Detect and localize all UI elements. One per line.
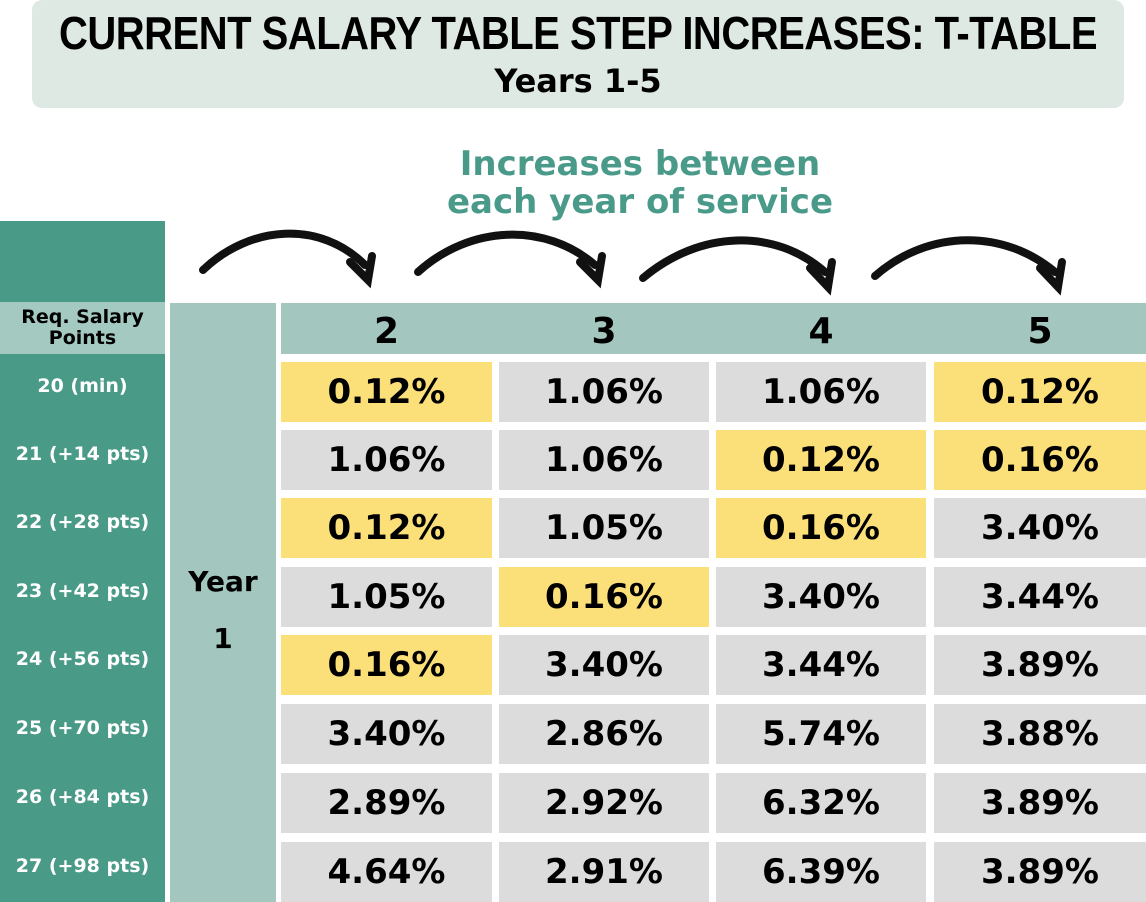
- row-label: 23 (+42 pts): [15, 580, 150, 602]
- column-header: 3: [591, 310, 617, 352]
- cell: 0.12%: [281, 498, 492, 558]
- cell: 6.39%: [716, 842, 926, 902]
- cell: 2.92%: [499, 773, 709, 833]
- cell: 3.40%: [716, 567, 926, 627]
- cell: 0.12%: [934, 362, 1146, 422]
- title: CURRENT SALARY TABLE STEP INCREASES: T-T…: [58, 8, 1098, 60]
- cell: 3.44%: [934, 567, 1146, 627]
- cell: 3.40%: [281, 704, 492, 764]
- cell: 0.16%: [716, 498, 926, 558]
- row-label: 27 (+98 pts): [15, 855, 150, 877]
- year-label: Year 1: [188, 565, 258, 655]
- row-label: 22 (+28 pts): [15, 511, 150, 533]
- header-box: [32, 0, 1124, 108]
- arrows: [199, 229, 1066, 296]
- cell: 3.40%: [499, 635, 709, 695]
- cell: 0.16%: [281, 635, 492, 695]
- cell: 2.89%: [281, 773, 492, 833]
- row-label: 21 (+14 pts): [15, 443, 150, 465]
- row-label: 20 (min): [37, 375, 128, 397]
- cell: 0.12%: [716, 430, 926, 490]
- cell: 6.32%: [716, 773, 926, 833]
- cell: 0.16%: [934, 430, 1146, 490]
- cell: 2.91%: [499, 842, 709, 902]
- cell: 3.89%: [934, 773, 1146, 833]
- column-header: 2: [373, 310, 400, 352]
- year-column: [170, 303, 276, 902]
- row-label: 25 (+70 pts): [15, 717, 150, 739]
- cell: 1.06%: [499, 430, 709, 490]
- cell: 1.06%: [499, 362, 709, 422]
- cell: 1.05%: [281, 567, 492, 627]
- cell: 0.12%: [281, 362, 492, 422]
- cell: 2.86%: [499, 704, 709, 764]
- cell: 3.89%: [934, 635, 1146, 695]
- annotation: Increases between each year of service: [446, 144, 834, 222]
- subtitle: Years 1-5: [494, 62, 662, 100]
- cell: 1.06%: [716, 362, 926, 422]
- cell: 3.89%: [934, 842, 1146, 902]
- row-header: Req. Salary Points: [0, 302, 165, 354]
- row-label: 26 (+84 pts): [15, 786, 150, 808]
- cell: 3.88%: [934, 704, 1146, 764]
- cell: 3.40%: [934, 498, 1146, 558]
- cell: 1.05%: [499, 498, 709, 558]
- column-header: 4: [808, 310, 834, 352]
- column-header: 5: [1027, 310, 1053, 352]
- cell: 1.06%: [281, 430, 492, 490]
- cell: 5.74%: [716, 704, 926, 764]
- row-label: 24 (+56 pts): [15, 648, 150, 670]
- cell: 3.44%: [716, 635, 926, 695]
- column-header-band: [281, 303, 1146, 354]
- cell: 0.16%: [499, 567, 709, 627]
- cell: 4.64%: [281, 842, 492, 902]
